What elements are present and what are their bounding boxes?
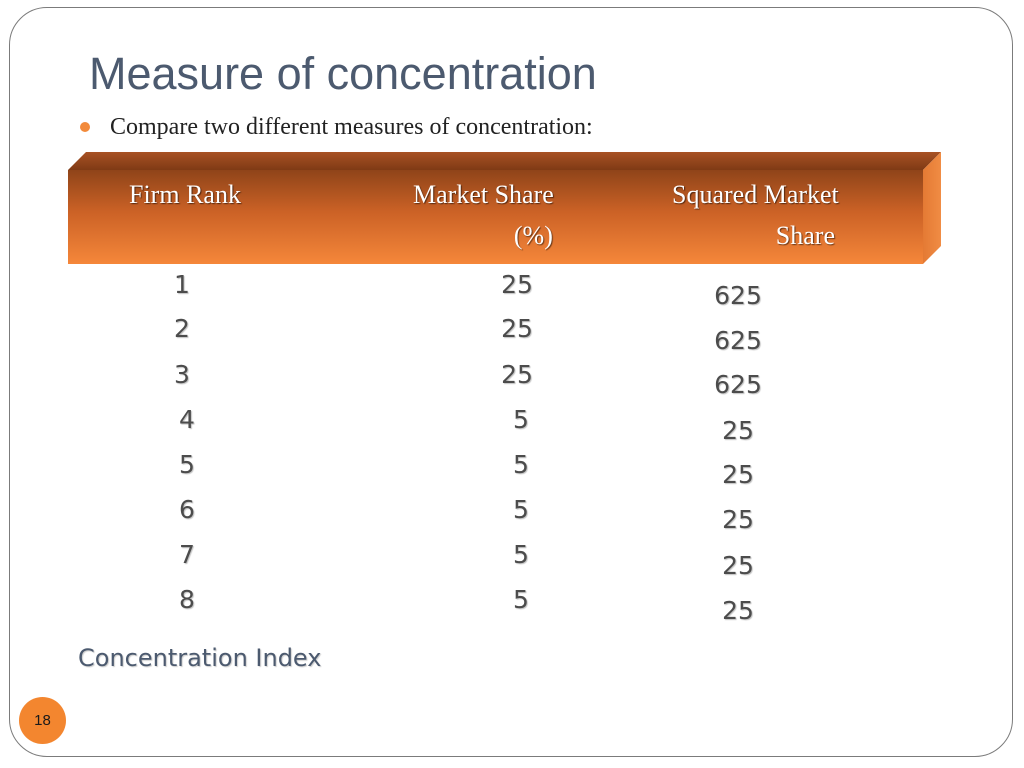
header-squared-share: Squared Market Share [672, 174, 839, 256]
header-market-share: Market Share (%) [413, 174, 554, 256]
bullet-point: Compare two different measures of concen… [80, 110, 593, 144]
header-firm-rank-label: Firm Rank [129, 180, 241, 209]
slide-frame [9, 7, 1013, 757]
header-squared-share-line2: Share [775, 221, 835, 250]
bullet-dot-icon [80, 122, 90, 132]
header-bar-top [68, 152, 941, 170]
header-bar-side [923, 152, 941, 264]
table-header: Firm Rank Market Share (%) Squared Marke… [68, 152, 941, 264]
concentration-index-label: Concentration Index [78, 644, 322, 672]
header-firm-rank: Firm Rank [129, 174, 241, 215]
page-number: 18 [34, 712, 51, 729]
header-market-share-line2: (%) [513, 221, 553, 250]
slide-title: Measure of concentration [89, 48, 597, 99]
header-market-share-line1: Market Share [413, 180, 554, 209]
table-header-bar [68, 152, 941, 264]
bullet-text: Compare two different measures of concen… [110, 113, 593, 140]
header-squared-share-line1: Squared Market [672, 180, 839, 209]
page-number-badge: 18 [19, 697, 66, 744]
header-bar-front [68, 170, 923, 264]
